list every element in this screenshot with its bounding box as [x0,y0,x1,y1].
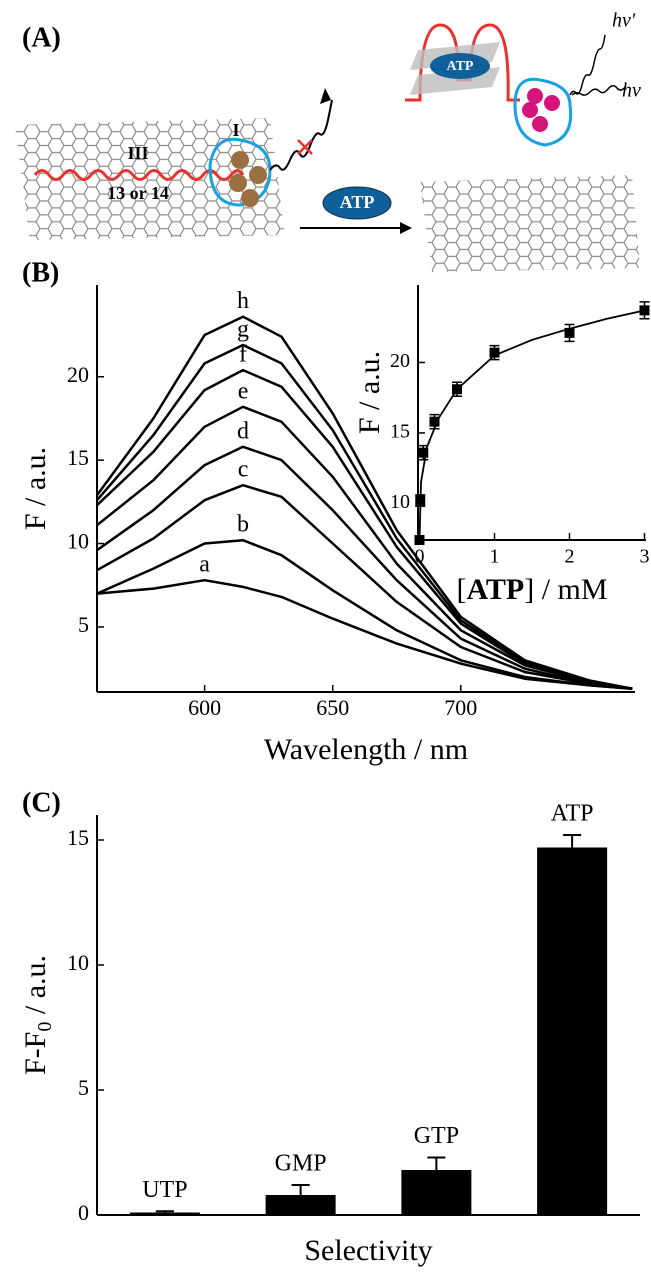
data-point [452,384,462,395]
emission-path [569,34,606,96]
panel-label: (A) [22,22,61,53]
spectrum-line [96,538,633,690]
curve-label: c [238,457,249,483]
y-tick-label: 5 [78,1075,89,1100]
bar [265,1195,336,1215]
diagram: (A) III 13 or 14 I ATP ATP hv′ hv [15,10,641,272]
y-tick-label: 15 [390,421,410,443]
x-tick-label: 1 [490,546,500,568]
curve-label: b [237,512,249,538]
x-tick-label: 600 [188,695,221,720]
y-tick-label: 10 [67,950,89,975]
data-point [489,347,500,358]
nanoparticle [527,88,543,104]
y-axis-title: F / a.u. [19,447,52,530]
y-tick-label: 0 [78,1200,89,1225]
y-axis-title: F-F0 / a.u. [19,955,56,1075]
fit-line [418,309,645,541]
bar-category-label: GMP [275,1151,327,1177]
y-tick-label: 20 [390,350,410,372]
excitation-label: hv [622,80,641,102]
target-molecule [430,53,490,79]
bar-category-label: ATP [551,801,594,827]
emission-label: hv′ [612,10,636,32]
x-axis-title: [ATP] / mM [456,573,607,606]
bar-category-label: GTP [414,1123,459,1149]
nanoparticle [532,116,548,132]
strand-number: 13 or 14 [107,183,169,203]
bar [537,847,608,1215]
data-point [414,535,425,545]
x-tick-label: 0 [415,546,425,568]
nanoparticle [241,189,259,207]
spectrum-line [96,483,633,690]
y-axis-title-part: F-F [19,1032,52,1075]
bar-category-label: UTP [142,1177,187,1203]
panel-label: (B) [22,257,59,288]
y-axis-title-sub: 0 [34,1022,56,1032]
y-tick-label: 5 [78,612,89,637]
y-tick-label: 15 [67,825,89,850]
nanoparticle [249,166,267,184]
x-tick-label: 2 [565,546,575,568]
nanoparticle [522,102,538,118]
bar [401,1170,472,1215]
arrow-head [320,88,331,104]
nanoparticle [544,95,560,111]
nanoparticle [229,174,247,192]
target-label: ATP [447,59,474,74]
curve-label: f [239,342,247,368]
x-tick-label: 3 [640,546,650,568]
curve-label: g [237,317,249,343]
spectrum-line [95,315,633,690]
x-tick-label: 700 [444,695,477,720]
y-axis-title: F / a.u. [353,351,386,434]
y-tick-label: 15 [67,445,89,470]
error-bar [563,834,582,848]
cluster-shell [513,77,573,147]
target-label: ATP [340,192,375,212]
excitation-path [571,85,627,96]
graphene-sheet [420,175,640,272]
data-point [564,327,575,338]
strand-label: III [127,143,148,163]
x-axis-title: Selectivity [304,1234,432,1267]
y-tick-label: 10 [67,529,89,554]
curve-label: d [237,418,249,444]
panel-label: (C) [22,787,61,818]
x-tick-label: 650 [316,695,349,720]
curve-label: a [199,552,210,578]
x-axis-title-part: [ [456,573,466,606]
error-bar [155,1210,174,1213]
arrow-head [400,222,412,234]
x-axis-title-part: ATP [466,573,524,606]
x-axis-title-part: ] / mM [524,573,607,606]
error-bar [427,1156,446,1170]
y-axis-title-part: / a.u. [19,955,52,1022]
bar [129,1212,200,1215]
x-axis-title: Wavelength / nm [264,733,468,766]
data-point [429,416,440,427]
target-molecule [322,186,392,220]
spectrum-line [96,405,633,690]
data-point [415,495,426,506]
y-tick-label: 20 [67,362,89,387]
blocked-mark [297,139,313,155]
data-point [418,447,429,458]
data-point [639,305,650,316]
cluster-label: I [232,120,239,140]
error-bar [291,1184,310,1195]
curve-label: h [237,288,249,314]
nanoparticle [231,151,249,169]
spectrum-line [96,343,633,690]
y-tick-label: 10 [390,491,410,513]
spectrum-line [96,445,633,690]
curve-label: e [238,378,249,404]
emission-path [269,99,333,171]
